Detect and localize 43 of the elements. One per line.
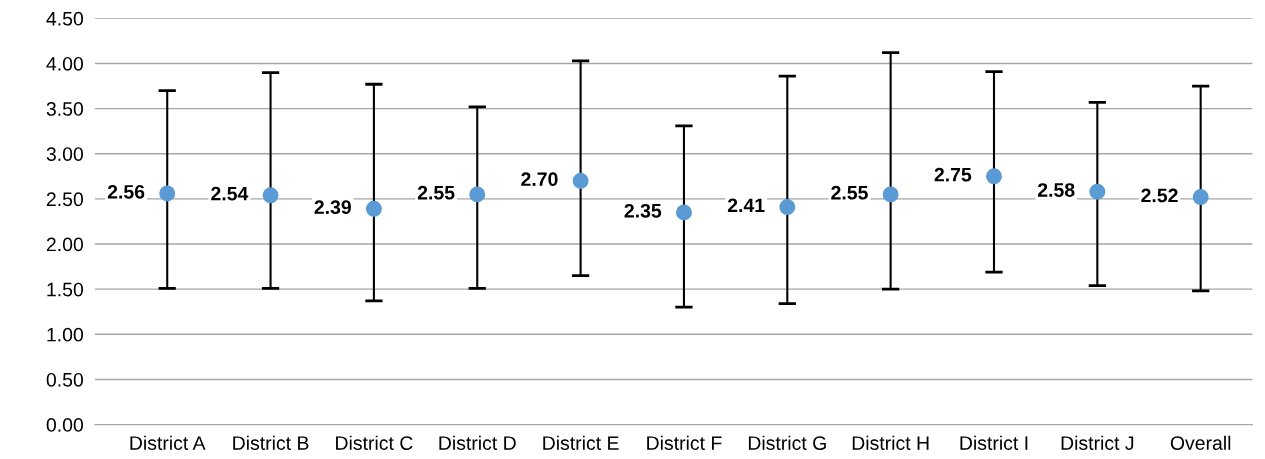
data-label: 2.39: [314, 200, 351, 215]
point: [1192, 189, 1209, 206]
point: [882, 186, 899, 203]
x-tick-label: District B: [233, 435, 309, 450]
point: [986, 168, 1002, 185]
x-tick-label: District F: [647, 435, 722, 450]
y-tick-label: 0.50: [46, 372, 84, 387]
y-tick-label: 2.00: [46, 237, 84, 252]
data-label: 2.70: [521, 172, 558, 187]
x-tick-label: District E: [543, 435, 619, 450]
y-tick-label: 3.00: [46, 147, 84, 161]
data-label: 2.35: [624, 203, 662, 218]
point: [262, 187, 279, 204]
point: [469, 186, 486, 203]
x-tick-label: District A: [130, 435, 206, 450]
point: [572, 172, 589, 189]
data-label: 2.75: [934, 167, 972, 182]
data-label: 2.55: [831, 185, 868, 200]
y-tick-label: 1.00: [47, 327, 84, 342]
y-tick-label: 0.00: [46, 418, 84, 432]
x-tick-label: District C: [336, 435, 413, 450]
y-tick-label: 3.50: [46, 102, 84, 116]
point: [365, 200, 382, 217]
y-tick-label: 4.50: [46, 11, 84, 26]
y-tick-label: 2.50: [46, 192, 84, 207]
x-tick-label: District H: [852, 435, 929, 450]
data-label: 2.55: [417, 185, 455, 200]
x-tick-label: Overall: [1170, 435, 1231, 450]
x-tick-label: District I: [960, 435, 1028, 450]
x-tick-label: District G: [748, 435, 826, 450]
point: [1089, 183, 1106, 200]
data-label: 2.41: [727, 198, 765, 213]
data-label: 2.56: [107, 184, 145, 199]
x-tick-label: District D: [439, 435, 516, 450]
data-label: 2.52: [1141, 188, 1178, 203]
point: [159, 185, 176, 202]
data-label: 2.58: [1037, 183, 1075, 197]
point: [675, 204, 692, 221]
point: [779, 199, 796, 216]
y-tick-label: 4.00: [46, 56, 84, 71]
y-tick-label: 1.50: [47, 282, 84, 297]
data-label: 2.54: [211, 186, 249, 201]
x-tick-label: District J: [1061, 435, 1134, 450]
